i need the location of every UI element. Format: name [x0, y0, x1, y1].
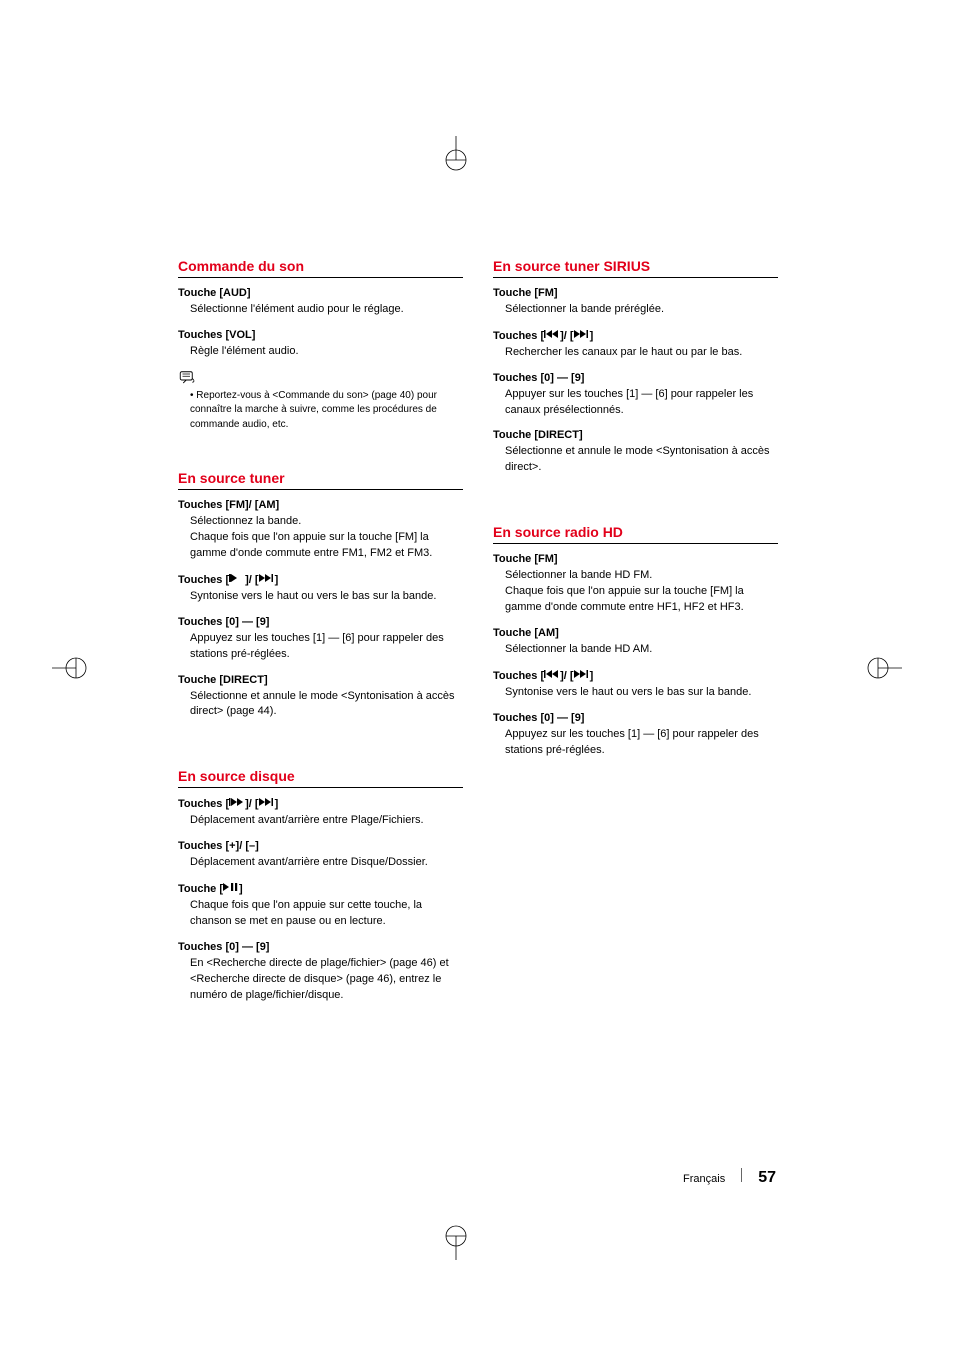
- desc-aud: Sélectionne l'élément audio pour le régl…: [178, 302, 463, 318]
- label-vol: Touches [VOL]: [178, 328, 463, 344]
- desc-tuner-prevnext: Syntonise vers le haut ou vers le bas su…: [178, 589, 463, 605]
- heading-sirius: En source tuner SIRIUS: [493, 258, 778, 278]
- crop-mark-right: [866, 638, 902, 698]
- heading-en-source-disque: En source disque: [178, 768, 463, 788]
- desc-tuner-09: Appuyez sur les touches [1] — [6] pour r…: [178, 631, 463, 663]
- entry-sirius-fm: Touche [FM] Sélectionner la bande prérég…: [493, 286, 778, 318]
- desc-hd-fm: Sélectionner la bande HD FM. Chaque fois…: [493, 568, 778, 616]
- desc-hd-prevnext: Syntonise vers le haut ou vers le bas su…: [493, 685, 778, 701]
- prev-track-icon: [544, 328, 560, 344]
- label-sirius-09: Touches [0] — [9]: [493, 371, 778, 387]
- label-tuner-prevnext: Touches []/ []: [178, 572, 463, 589]
- desc-sirius-fm: Sélectionner la bande préréglée.: [493, 302, 778, 318]
- prev-track-icon: [229, 796, 245, 812]
- crop-mark-top: [426, 136, 486, 172]
- note-commande-du-son: • Reportez-vous à <Commande du son> (pag…: [178, 389, 463, 433]
- entry-sirius-prevnext: Touches []/ [] Rechercher les canaux par…: [493, 328, 778, 361]
- label-aud: Touche [AUD]: [178, 286, 463, 302]
- next-track-icon: [259, 572, 275, 588]
- desc-disque-plusminus: Déplacement avant/arrière entre Disque/D…: [178, 855, 463, 871]
- next-track-icon: [259, 796, 275, 812]
- note-text-content: Reportez-vous à <Commande du son> (page …: [190, 390, 437, 430]
- entry-hd-am: Touche [AM] Sélectionner la bande HD AM.: [493, 626, 778, 658]
- label-disque-playpause: Touche []: [178, 881, 463, 898]
- label-disque-09: Touches [0] — [9]: [178, 940, 463, 956]
- entry-aud: Touche [AUD] Sélectionne l'élément audio…: [178, 286, 463, 318]
- page-footer: Français 57: [683, 1168, 776, 1187]
- desc-disque-prevnext: Déplacement avant/arrière entre Plage/Fi…: [178, 813, 463, 829]
- label-sirius-prevnext: Touches []/ []: [493, 328, 778, 345]
- desc-disque-playpause: Chaque fois que l'on appuie sur cette to…: [178, 898, 463, 930]
- next-track-icon: [574, 668, 590, 684]
- desc-sirius-09: Appuyer sur les touches [1] — [6] pour r…: [493, 387, 778, 419]
- desc-hd-09: Appuyez sur les touches [1] — [6] pour r…: [493, 727, 778, 759]
- right-column: En source tuner SIRIUS Touche [FM] Sélec…: [493, 258, 778, 1013]
- crop-mark-bottom: [426, 1224, 486, 1260]
- label-tuner-09: Touches [0] — [9]: [178, 615, 463, 631]
- footer-divider: [741, 1168, 742, 1182]
- section-en-source-tuner: En source tuner Touches [FM]/ [AM] Sélec…: [178, 470, 463, 720]
- page-body: Commande du son Touche [AUD] Sélectionne…: [178, 258, 778, 1013]
- section-en-source-disque: En source disque Touches []/ [] Déplacem…: [178, 768, 463, 1003]
- entry-hd-prevnext: Touches []/ [] Syntonise vers le haut ou…: [493, 668, 778, 701]
- label-disque-prevnext: Touches []/ []: [178, 796, 463, 813]
- entry-disque-plusminus: Touches [+]/ [–] Déplacement avant/arriè…: [178, 839, 463, 871]
- prev-track-icon: [229, 572, 245, 588]
- label-disque-plusminus: Touches [+]/ [–]: [178, 839, 463, 855]
- desc-tuner-direct: Sélectionne et annule le mode <Syntonisa…: [178, 689, 463, 721]
- heading-radio-hd: En source radio HD: [493, 524, 778, 544]
- heading-commande-du-son: Commande du son: [178, 258, 463, 278]
- desc-disque-09: En <Recherche directe de plage/fichier> …: [178, 956, 463, 1004]
- entry-tuner-prevnext: Touches []/ [] Syntonise vers le haut ou…: [178, 572, 463, 605]
- label-sirius-direct: Touche [DIRECT]: [493, 428, 778, 444]
- section-commande-du-son: Commande du son Touche [AUD] Sélectionne…: [178, 258, 463, 432]
- label-sirius-fm: Touche [FM]: [493, 286, 778, 302]
- entry-vol: Touches [VOL] Règle l'élément audio.: [178, 328, 463, 360]
- label-fm-am: Touches [FM]/ [AM]: [178, 498, 463, 514]
- entry-tuner-09: Touches [0] — [9] Appuyez sur les touche…: [178, 615, 463, 663]
- section-radio-hd: En source radio HD Touche [FM] Sélection…: [493, 524, 778, 758]
- left-column: Commande du son Touche [AUD] Sélectionne…: [178, 258, 463, 1013]
- desc-sirius-direct: Sélectionne et annule le mode <Syntonisa…: [493, 444, 778, 476]
- page-number: 57: [758, 1169, 776, 1187]
- next-track-icon: [574, 328, 590, 344]
- note-icon: [178, 370, 196, 384]
- entry-disque-playpause: Touche [] Chaque fois que l'on appuie su…: [178, 881, 463, 930]
- note-icon-wrap: [178, 370, 463, 389]
- prev-track-icon: [544, 668, 560, 684]
- desc-hd-am: Sélectionner la bande HD AM.: [493, 642, 778, 658]
- label-hd-prevnext: Touches []/ []: [493, 668, 778, 685]
- label-hd-am: Touche [AM]: [493, 626, 778, 642]
- entry-sirius-direct: Touche [DIRECT] Sélectionne et annule le…: [493, 428, 778, 476]
- desc-vol: Règle l'élément audio.: [178, 344, 463, 360]
- footer-language: Français: [683, 1173, 725, 1185]
- label-tuner-direct: Touche [DIRECT]: [178, 673, 463, 689]
- play-pause-icon: [223, 881, 239, 897]
- desc-fm-am: Sélectionnez la bande. Chaque fois que l…: [178, 514, 463, 562]
- label-hd-09: Touches [0] — [9]: [493, 711, 778, 727]
- entry-hd-09: Touches [0] — [9] Appuyez sur les touche…: [493, 711, 778, 759]
- entry-sirius-09: Touches [0] — [9] Appuyer sur les touche…: [493, 371, 778, 419]
- entry-disque-prevnext: Touches []/ [] Déplacement avant/arrière…: [178, 796, 463, 829]
- crop-mark-left: [52, 638, 88, 698]
- entry-hd-fm: Touche [FM] Sélectionner la bande HD FM.…: [493, 552, 778, 616]
- entry-tuner-direct: Touche [DIRECT] Sélectionne et annule le…: [178, 673, 463, 721]
- entry-disque-09: Touches [0] — [9] En <Recherche directe …: [178, 940, 463, 1004]
- desc-sirius-prevnext: Rechercher les canaux par le haut ou par…: [493, 345, 778, 361]
- label-hd-fm: Touche [FM]: [493, 552, 778, 568]
- entry-fm-am: Touches [FM]/ [AM] Sélectionnez la bande…: [178, 498, 463, 562]
- section-sirius: En source tuner SIRIUS Touche [FM] Sélec…: [493, 258, 778, 476]
- heading-en-source-tuner: En source tuner: [178, 470, 463, 490]
